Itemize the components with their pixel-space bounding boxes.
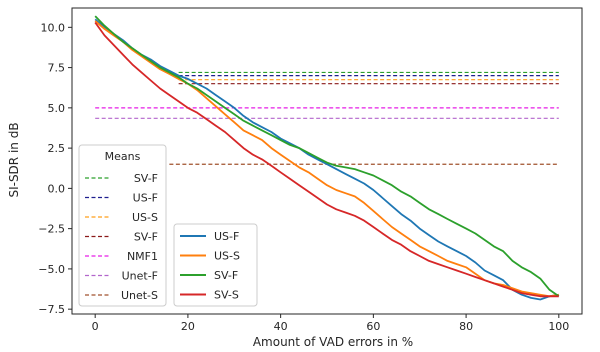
plot-frame bbox=[71, 7, 583, 315]
series-lines bbox=[94, 15, 560, 301]
series-legend-label: SV-S bbox=[214, 289, 239, 302]
mean-lines bbox=[95, 71, 559, 165]
means-legend-label: SV-F bbox=[134, 172, 158, 185]
y-axis-label: SI-SDR in dB bbox=[7, 122, 21, 197]
series-line-sv-s bbox=[94, 21, 559, 298]
x-tick-label: 20 bbox=[181, 320, 195, 333]
means-legend-label: NMF1 bbox=[127, 250, 158, 263]
series-line-us-f bbox=[94, 18, 559, 301]
x-axis-label: Amount of VAD errors in % bbox=[253, 335, 413, 349]
means-legend-label: Unet-F bbox=[122, 270, 158, 283]
means-legend-label: SV-F bbox=[134, 231, 158, 244]
y-tick-label: −7.5 bbox=[38, 303, 65, 316]
y-tick-label: 10.0 bbox=[41, 21, 66, 34]
means-legend: Means SV-F US-F US-S SV-F NMF1 Unet-F Unet-S bbox=[78, 144, 167, 307]
x-tick-label: 0 bbox=[92, 320, 99, 333]
means-legend-label: Unet-S bbox=[121, 289, 158, 302]
x-axis-ticks: 0 20 40 60 80 100 bbox=[92, 314, 569, 333]
series-legend-label: US-F bbox=[214, 230, 239, 243]
y-tick-label: −2.5 bbox=[38, 223, 65, 236]
series-legend-box bbox=[173, 223, 258, 307]
y-tick-label: 5.0 bbox=[48, 102, 66, 115]
y-tick-label: −5.0 bbox=[38, 263, 65, 276]
means-legend-label: US-S bbox=[132, 211, 158, 224]
means-legend-label: US-F bbox=[133, 192, 158, 205]
means-legend-box bbox=[78, 144, 167, 307]
x-tick-label: 60 bbox=[366, 320, 380, 333]
series-line-sv-f bbox=[94, 15, 560, 298]
series-legend: US-F US-S SV-F SV-S bbox=[173, 223, 258, 307]
series-legend-label: SV-F bbox=[214, 269, 238, 282]
x-tick-label: 80 bbox=[459, 320, 473, 333]
y-axis-ticks: −7.5 −5.0 −2.5 0.0 2.5 5.0 7.5 10.0 bbox=[38, 21, 72, 316]
x-tick-label: 40 bbox=[274, 320, 288, 333]
y-tick-label: 0.0 bbox=[48, 182, 66, 195]
series-line-us-s bbox=[94, 20, 559, 298]
y-tick-label: 7.5 bbox=[48, 62, 66, 75]
y-tick-label: 2.5 bbox=[48, 142, 66, 155]
x-tick-label: 100 bbox=[548, 320, 569, 333]
series-legend-label: US-S bbox=[214, 250, 240, 263]
plot-border bbox=[71, 7, 583, 315]
means-legend-title: Means bbox=[105, 150, 141, 163]
